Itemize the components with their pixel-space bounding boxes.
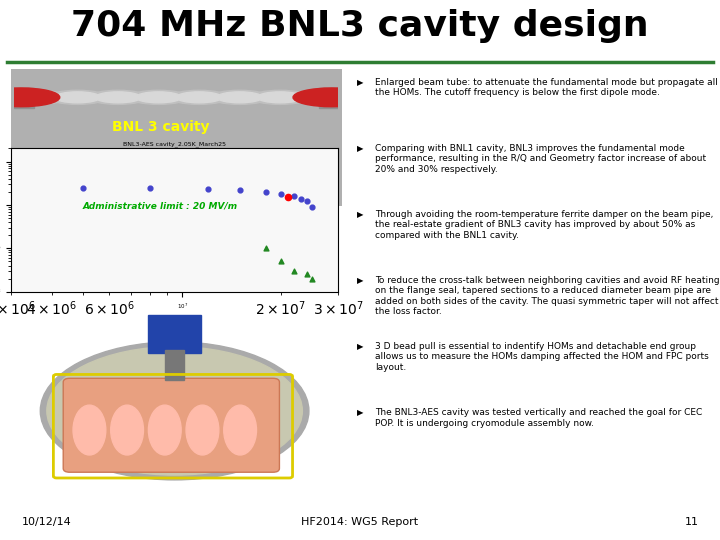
Ellipse shape [40,342,309,480]
Text: ▶: ▶ [356,408,363,417]
Text: The BNL3-AES cavity was tested vertically and reached the goal for CEC POP. It i: The BNL3-AES cavity was tested verticall… [374,408,702,428]
Circle shape [251,90,310,104]
Circle shape [48,90,107,104]
Text: ▶: ▶ [356,78,363,86]
Circle shape [293,88,371,107]
Point [289,267,300,275]
Point [145,184,156,193]
Point [282,193,294,201]
Ellipse shape [47,347,302,475]
Point [301,270,312,279]
Circle shape [170,90,228,104]
Point [275,257,287,266]
Circle shape [14,92,60,103]
Point [294,194,306,203]
Text: Through avoiding the room-temperature ferrite damper on the beam pipe, the real-: Through avoiding the room-temperature fe… [374,210,713,240]
Point [260,244,271,253]
Point [307,202,318,211]
FancyBboxPatch shape [63,379,279,472]
Circle shape [258,92,303,103]
Text: 704 MHz BNL3 cavity design: 704 MHz BNL3 cavity design [71,9,649,43]
Text: To reduce the cross-talk between neighboring cavities and avoid RF heating on th: To reduce the cross-talk between neighbo… [374,276,719,316]
Point [78,183,89,192]
Text: ▶: ▶ [356,276,363,285]
Circle shape [89,90,148,104]
Text: 3 D bead pull is essential to indentify HOMs and detachable end group allows us : 3 D bead pull is essential to indentify … [374,342,708,372]
Bar [319,88,338,107]
Circle shape [96,92,141,103]
Circle shape [292,90,350,104]
Ellipse shape [73,405,106,455]
Circle shape [176,92,222,103]
Point [275,190,287,198]
Text: 10/12/14: 10/12/14 [22,517,71,528]
Circle shape [0,88,60,107]
Text: ▶: ▶ [356,342,363,351]
Circle shape [298,92,343,103]
Circle shape [210,90,269,104]
Circle shape [55,92,100,103]
Circle shape [8,90,66,104]
Text: BNL 3 cavity: BNL 3 cavity [112,120,209,134]
Text: ▶: ▶ [356,210,363,219]
Text: Administrative limit : 20 MV/m: Administrative limit : 20 MV/m [83,201,238,211]
Bar [148,315,201,353]
Text: Enlarged beam tube: to attenuate the fundamental mode but propagate all the HOMs: Enlarged beam tube: to attenuate the fun… [374,78,718,97]
Circle shape [136,92,181,103]
Ellipse shape [186,405,219,455]
Text: ▶: ▶ [356,144,363,153]
Ellipse shape [148,405,181,455]
FancyBboxPatch shape [11,69,342,206]
Ellipse shape [111,405,143,455]
Point [234,186,246,194]
Point [260,187,271,196]
Bar [165,349,184,380]
Circle shape [130,90,188,104]
Text: 11: 11 [685,517,698,528]
Point [307,274,318,283]
Point [202,185,214,193]
Point [289,192,300,200]
Circle shape [217,92,262,103]
Text: HF2014: WG5 Report: HF2014: WG5 Report [302,517,418,528]
Point [301,197,312,206]
X-axis label: Vc [Volts]: Vc [Volts] [160,319,189,324]
Title: BNL3-AES cavity_2.05K_March25: BNL3-AES cavity_2.05K_March25 [123,141,226,147]
Bar [14,88,34,107]
Text: Comparing with BNL1 cavity, BNL3 improves the fundamental mode performance, resu: Comparing with BNL1 cavity, BNL3 improve… [374,144,706,173]
Ellipse shape [224,405,256,455]
